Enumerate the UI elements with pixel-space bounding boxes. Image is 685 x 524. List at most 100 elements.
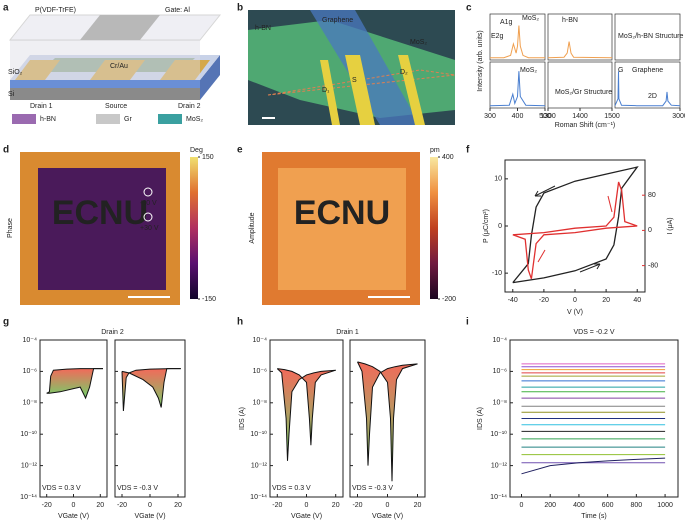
colorbar-tick-label: -200 xyxy=(442,296,456,303)
annotation: VDS = 0.3 V xyxy=(42,485,81,492)
device-labels: P(VDF-TrFE) Gate: Al SiO₂ Si Cr/Au Drain… xyxy=(8,7,203,123)
backward-sweep xyxy=(276,368,336,461)
device-label: P(VDF-TrFE) xyxy=(35,7,76,14)
annotation: VDS = -0.3 V xyxy=(117,485,158,492)
x-tick-label: 20 xyxy=(332,502,340,509)
x-tick-label: 400 xyxy=(512,113,524,120)
annotation: VDS = -0.3 V xyxy=(352,485,393,492)
y-tick-label: 10⁻¹⁰ xyxy=(20,430,37,438)
spectrum-line xyxy=(547,41,613,59)
axes-frame xyxy=(39,339,108,498)
x-tick-label: 3000 xyxy=(672,113,685,120)
colorbar xyxy=(190,157,198,299)
graphene-region xyxy=(310,10,420,125)
drain2-contact xyxy=(398,55,425,125)
panel-label: f xyxy=(466,145,470,156)
series-line xyxy=(521,457,666,475)
axes-frame xyxy=(349,339,426,498)
panel-label: g xyxy=(3,317,9,328)
forward-sweep xyxy=(121,368,181,408)
y-tick-label: 10⁻⁸ xyxy=(253,400,267,407)
x-tick-label: 0 xyxy=(305,502,309,509)
x-tick-label: -20 xyxy=(272,502,282,509)
panel-label: c xyxy=(466,3,472,14)
axes-frame xyxy=(547,13,613,61)
phase-map: ECNU -30 V +30 V Phase Deg xyxy=(7,147,203,305)
x-tick-label: 400 xyxy=(573,502,585,509)
arrow xyxy=(579,263,601,273)
x-tick-label: 200 xyxy=(544,502,556,509)
y-tick-label: -10 xyxy=(492,270,502,277)
x-tick-label: 0 xyxy=(573,297,577,304)
y-tick-label: 10⁻¹⁴ xyxy=(490,494,507,501)
amplitude-map: ECNU Amplitude pm xyxy=(249,147,440,305)
si-layer xyxy=(10,88,200,100)
colorbar-tick-label: 400 xyxy=(442,154,454,161)
optical-label: D₁ xyxy=(322,87,330,94)
y-tick-label: 10⁻¹⁰ xyxy=(250,430,267,438)
x-tick-label: -40 xyxy=(508,297,518,304)
colorbar-unit: pm xyxy=(430,147,440,154)
panel-label: h xyxy=(237,317,243,328)
backward-sweep xyxy=(357,361,418,466)
annotation: E2g xyxy=(491,33,504,40)
axes-frame xyxy=(614,61,681,109)
optical-label: h-BN xyxy=(255,25,271,32)
optical-image: h-BN Graphene MoS₂ S D₁ D₂ xyxy=(248,10,456,125)
axes-frame xyxy=(614,13,681,61)
map-annotation: -30 V xyxy=(140,200,157,207)
optical-label: MoS₂ xyxy=(410,39,427,46)
forward-sweep xyxy=(357,361,418,482)
y2-tick-label: 0 xyxy=(648,227,652,234)
x-axis-label: VGate (V) xyxy=(291,513,322,520)
x-tick-label: 0 xyxy=(520,502,524,509)
legend-label: MoS₂ xyxy=(186,116,203,123)
drain1-contact xyxy=(320,60,340,125)
gate-electrode xyxy=(80,15,160,40)
ferroelectric-front xyxy=(10,40,200,80)
legend-label: Gr xyxy=(124,116,132,123)
y-tick-label: 10⁻⁶ xyxy=(253,368,267,375)
x-axis-label: VGate (V) xyxy=(58,513,89,520)
x-axis-label: Time (s) xyxy=(581,513,606,520)
panel-label: d xyxy=(3,145,9,156)
x-tick-label: 20 xyxy=(414,502,422,509)
mos2-outline xyxy=(267,69,456,96)
x-tick-label: 20 xyxy=(174,502,182,509)
map-axis-label: Amplitude xyxy=(249,212,256,243)
y-tick-label: 10 xyxy=(494,176,502,183)
written-pattern: ECNU xyxy=(294,194,390,232)
x-tick-label: 500 xyxy=(539,113,551,120)
x-tick-label: 300 xyxy=(484,113,496,120)
x-tick-label: 0 xyxy=(72,502,76,509)
annotation: MoS₂ xyxy=(520,67,537,74)
annotation: A1g xyxy=(500,19,513,26)
map-annotation: +30 V xyxy=(140,225,159,232)
x-tick-label: 1000 xyxy=(657,502,673,509)
panel-label: i xyxy=(466,317,469,328)
device-label: Gate: Al xyxy=(165,7,190,14)
optical-label: Graphene xyxy=(322,17,353,24)
drain2-electrode xyxy=(160,60,210,80)
y-axis-label: Intensity (arb. units) xyxy=(477,30,484,91)
source-electrode xyxy=(90,60,145,80)
spectrum-line xyxy=(614,71,681,107)
axes-frame xyxy=(509,339,679,498)
map-axis-label: Phase xyxy=(7,218,14,238)
poled-region xyxy=(38,168,166,290)
source-contact xyxy=(345,55,375,125)
arrow xyxy=(607,195,613,213)
y-tick-label: 10⁻⁶ xyxy=(493,368,507,375)
y2-axis-label: I (μA) xyxy=(667,217,674,234)
legend-icon-gr xyxy=(96,114,120,124)
x-tick-label: 1500 xyxy=(604,113,620,120)
arrow xyxy=(537,249,546,263)
x-tick-label: 20 xyxy=(96,502,104,509)
hysteresis-fill xyxy=(46,368,103,399)
x-tick-label: 1400 xyxy=(572,113,588,120)
y-tick-label: 10⁻¹² xyxy=(251,462,268,469)
y-tick-label: 10⁻⁴ xyxy=(493,337,508,344)
device-label: Source xyxy=(105,103,127,110)
series-line xyxy=(512,166,639,284)
x-tick-label: 600 xyxy=(602,502,614,509)
